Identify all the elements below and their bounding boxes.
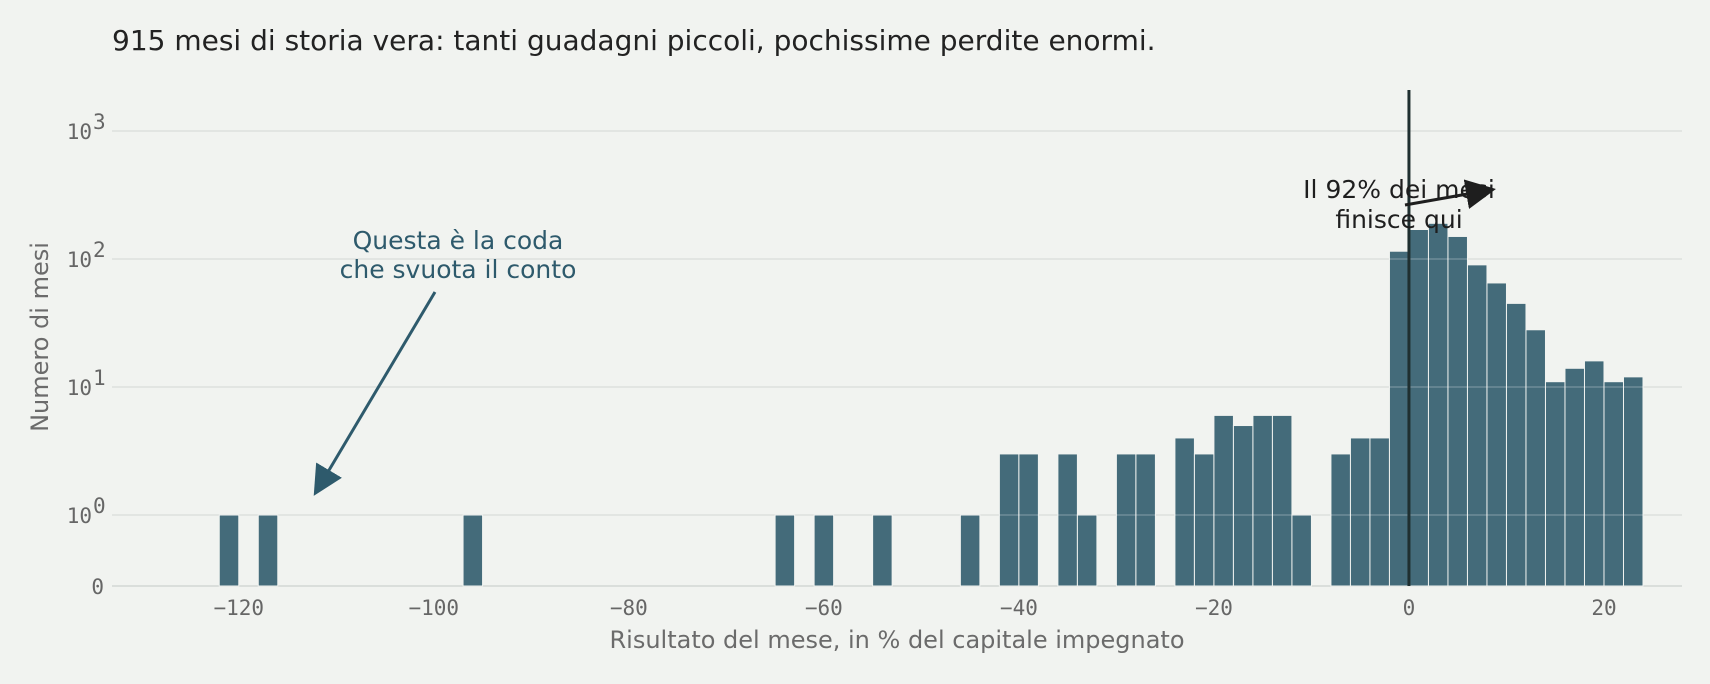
histogram-bar <box>813 514 835 587</box>
x-tick-label: −80 <box>610 596 648 620</box>
histogram-bar <box>1486 282 1507 587</box>
x-tick-label: −100 <box>409 596 460 620</box>
histogram-bar <box>1622 376 1644 587</box>
histogram-bar <box>1076 514 1098 587</box>
bars <box>112 130 1682 587</box>
chart-title: 915 mesi di storia vera: tanti guadagni … <box>112 24 1156 57</box>
y-tick-label: 10 <box>67 376 92 400</box>
y-tick-label: 10 <box>67 248 92 272</box>
histogram-bar <box>1427 222 1449 587</box>
y-tick-exponent: 3 <box>93 110 106 134</box>
y-axis-label: Numero di mesi <box>26 242 54 432</box>
histogram-bar <box>1213 414 1234 587</box>
histogram-bar <box>1291 514 1312 587</box>
x-tick-label: −120 <box>213 596 264 620</box>
x-tick-label: 20 <box>1591 596 1616 620</box>
histogram-bar <box>774 514 796 587</box>
annotation-mode-arrow <box>1404 179 1496 209</box>
histogram-bar <box>1466 264 1488 587</box>
histogram-bar <box>218 514 240 587</box>
histogram-bar <box>1408 229 1429 587</box>
histogram-bar <box>1193 453 1215 587</box>
histogram-bar <box>1057 453 1078 587</box>
histogram-bar <box>462 514 484 587</box>
histogram-bar <box>1505 302 1527 587</box>
histogram-bar <box>1544 381 1566 587</box>
histogram-bar <box>998 453 1020 587</box>
annotation-line: Il 92% dei mesi <box>1303 175 1495 204</box>
x-tick-label: −20 <box>1195 596 1233 620</box>
histogram-bar <box>959 514 981 587</box>
x-tick-label: −60 <box>805 596 843 620</box>
annotation-line: Questa è la coda <box>353 226 564 255</box>
histogram-bar <box>1369 437 1390 587</box>
histogram-bar <box>1174 437 1195 587</box>
y-tick-label: 0 <box>91 575 104 599</box>
histogram-bar <box>1583 360 1605 587</box>
x-tick-label: 0 <box>1403 596 1416 620</box>
y-tick-label: 10 <box>67 120 92 144</box>
y-tick-label: 10 <box>67 504 92 528</box>
annotation-mode-text: Il 92% dei mesi finisce qui <box>1303 175 1495 234</box>
histogram-bar <box>1388 250 1410 587</box>
histogram-bar <box>1603 381 1624 587</box>
annotations: Questa è la coda che svuota il conto Il 92… <box>313 175 1496 496</box>
histogram-bar <box>1115 453 1137 587</box>
annotation-tail-text: Questa è la coda che svuota il conto <box>340 226 577 284</box>
x-axis-label: Risultato del mese, in % del capitale im… <box>609 626 1184 654</box>
histogram-bar <box>1018 453 1039 587</box>
x-tick-label: −40 <box>1000 596 1038 620</box>
y-tick-exponent: 2 <box>93 238 106 262</box>
annotation-line: finisce qui <box>1335 205 1462 234</box>
histogram-bar <box>1447 235 1468 587</box>
annotation-line: che svuota il conto <box>340 255 577 284</box>
histogram-bar <box>1330 453 1351 587</box>
histogram-bar <box>1564 367 1585 587</box>
histogram-bar <box>257 514 279 587</box>
annotation-tail-arrow <box>313 291 437 496</box>
histogram-bar <box>1232 425 1254 587</box>
histogram-bar <box>1525 329 1546 587</box>
histogram-bar <box>872 514 893 587</box>
histogram-bar <box>1135 453 1156 587</box>
y-tick-exponent: 0 <box>93 494 106 518</box>
histogram-bar <box>1271 414 1293 587</box>
histogram-bar <box>1349 437 1371 587</box>
x-tick-labels: −120 −100 −80 −60 −40 −20 0 20 <box>213 596 1616 620</box>
y-tick-exponent: 1 <box>93 366 106 390</box>
histogram-bar <box>1252 414 1273 587</box>
